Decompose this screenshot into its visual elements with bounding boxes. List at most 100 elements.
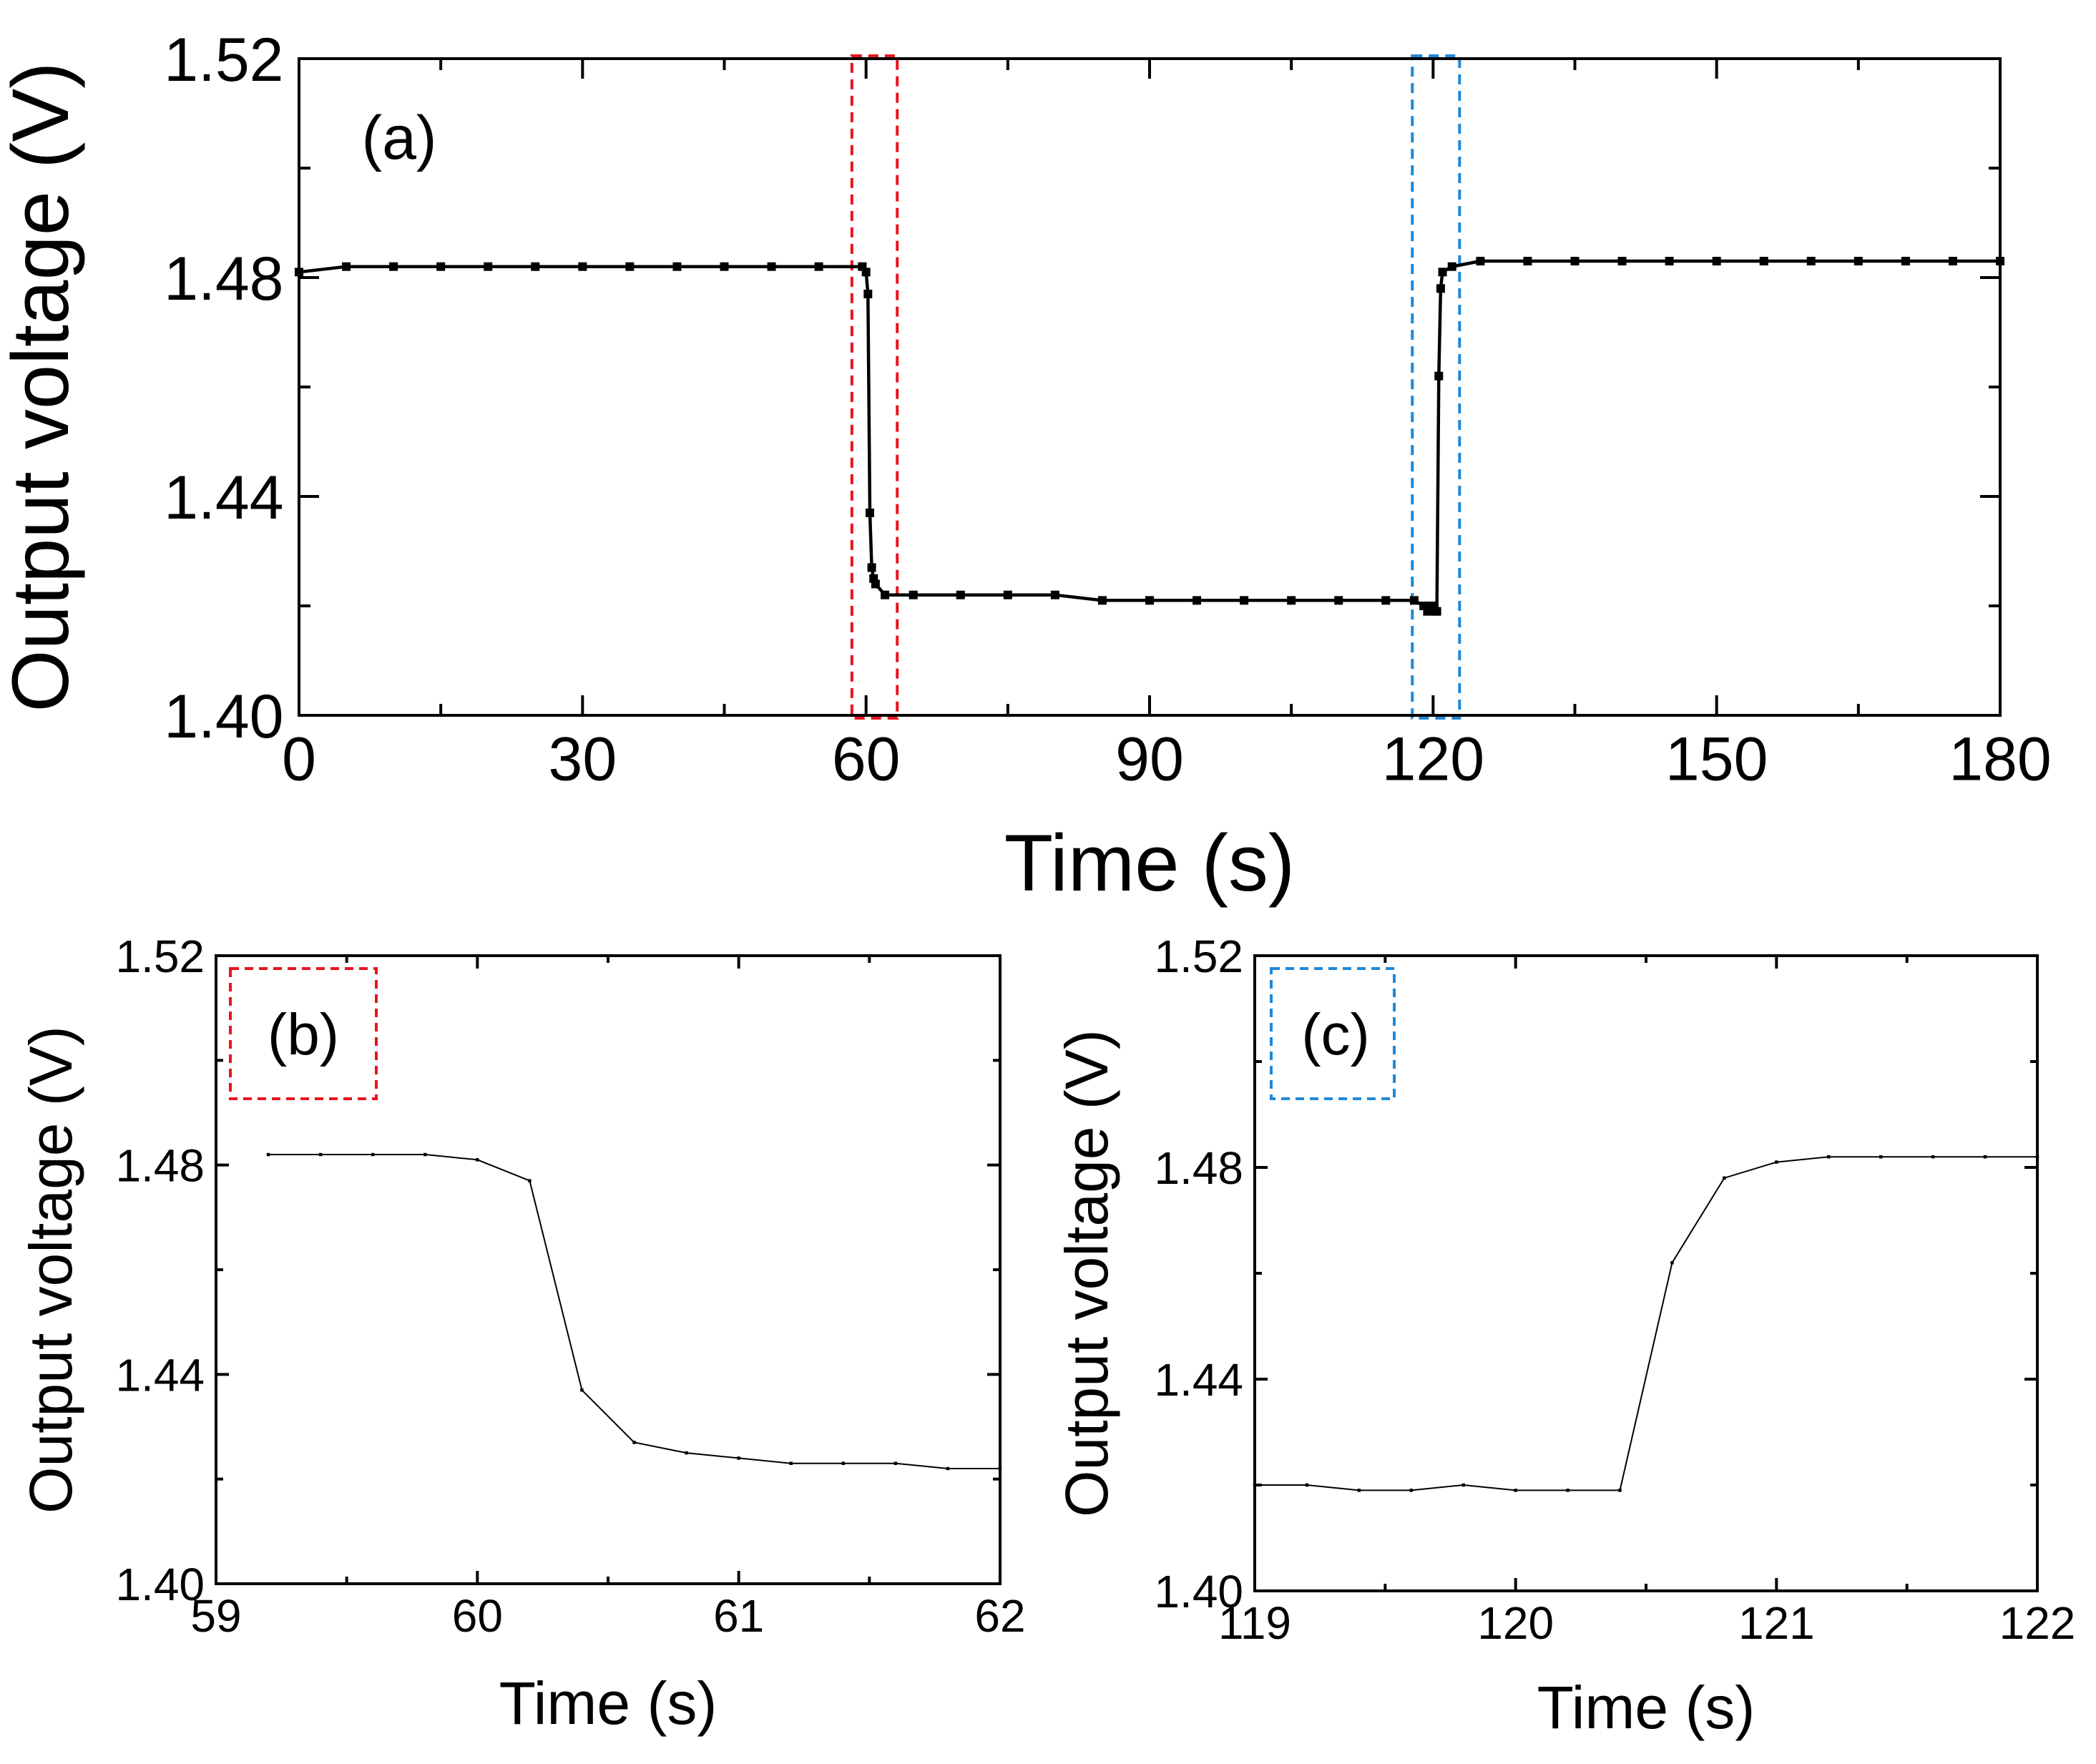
data-point [1827,1155,1831,1159]
data-point [946,1466,950,1471]
highlight-blue-region [1411,54,1461,720]
highlight-red-region [850,54,899,720]
data-point [1287,596,1296,605]
data-point [1003,590,1012,599]
data-point [865,508,874,517]
data-point [476,1158,479,1162]
data-point [318,1152,323,1157]
y-tick-label: 1.44 [115,1349,205,1401]
data-point [1334,596,1343,605]
data-point [1617,257,1627,266]
data-point [266,1152,270,1157]
y-tick-label: 1.40 [1154,1566,1243,1617]
data-point [789,1461,793,1465]
y-tick-label: 1.48 [1154,1142,1243,1194]
data-point [632,1441,636,1444]
data-point [1712,257,1721,266]
x-tick-label: 30 [548,725,617,793]
data-point [1409,596,1419,605]
data-point [1775,1160,1778,1164]
data-point [1438,268,1447,277]
y-axis-title: Output voltage (V) [17,1026,84,1514]
y-tick-label: 1.52 [1154,931,1243,982]
x-tick-label: 0 [282,725,316,793]
data-point [1476,257,1485,266]
data-point [484,262,493,271]
data-point [1523,257,1532,266]
data-point [909,590,918,599]
data-point [1983,1155,1987,1159]
data-point [1931,1155,1935,1159]
y-tick-label: 1.52 [115,931,205,982]
x-tick-label: 119 [1218,1597,1291,1649]
data-point [1447,262,1456,271]
plot-frame [1253,954,2039,1592]
data-point [1193,596,1202,605]
data-point [1434,371,1444,381]
x-tick-label: 121 [1738,1597,1815,1649]
y-tick-label: 1.48 [164,245,283,313]
y-axis-title: Output voltage (V) [0,62,85,712]
data-point [1097,596,1107,605]
data-point [1570,257,1580,266]
panel-label-box [1270,967,1396,1100]
y-tick-label: 1.40 [115,1559,205,1610]
data-point [1618,1489,1622,1492]
data-point [737,1456,740,1460]
data-point [1901,257,1910,266]
data-point [720,262,729,271]
data-point [389,262,398,271]
data-point [1723,1176,1726,1180]
data-point [881,590,890,599]
data-point [1357,1489,1361,1492]
x-tick-label: 120 [1382,725,1485,793]
series-line [1255,1156,2037,1491]
data-point [625,262,635,271]
panel-label: (c) [1301,1002,1370,1067]
x-tick-label: 62 [974,1590,1025,1642]
data-point [1461,1483,1465,1487]
data-point [1759,257,1768,266]
data-point [814,262,823,271]
y-tick-label: 1.44 [164,464,283,532]
y-tick-label: 1.40 [164,682,283,751]
panel-label-box [229,967,378,1100]
data-point [841,1461,846,1465]
data-point [1381,596,1391,605]
data-point [1514,1489,1517,1492]
chart-panel-b: 59 60 61 62 1.40 1.44 1.48 1.52 Time (s) Output v… [17,931,1026,1737]
chart-panel-c: 119 120 121 122 1.40 1.44 1.48 1.52 Time (s) Outp… [1053,931,2075,1741]
data-point [1879,1155,1883,1159]
data-point [436,262,446,271]
x-tick-label: 61 [713,1590,764,1642]
data-point [1436,284,1445,293]
data-point [1948,257,1957,266]
data-point [1050,590,1059,599]
x-axis-title: Time (s) [1537,1674,1755,1741]
data-point [767,262,776,271]
series-line [268,1154,1000,1469]
data-point [342,262,351,271]
y-axis-title: Output voltage (V) [1053,1029,1120,1517]
data-point [863,289,873,298]
data-point [1665,257,1674,266]
data-point [685,1451,688,1455]
x-tick-label: 150 [1665,725,1768,793]
panel-label: (a) [361,104,436,172]
data-point [1409,1489,1414,1492]
x-tick-label: 60 [452,1590,503,1642]
chart-panel-a: 0 30 60 90 120 150 180 1.40 1.44 1.48 1.52 Time (s)… [0,26,2052,908]
plot-frame [298,57,2002,717]
x-axis-title: Time (s) [499,1670,718,1737]
data-point [1432,607,1441,616]
data-point [1305,1483,1309,1487]
x-tick-label: 180 [1949,725,2052,793]
data-point [867,563,876,572]
series-line [298,259,2000,613]
data-point [1853,257,1863,266]
data-point [1566,1489,1569,1492]
data-point [861,268,871,277]
data-point [1806,257,1816,266]
data-point [893,1461,898,1465]
